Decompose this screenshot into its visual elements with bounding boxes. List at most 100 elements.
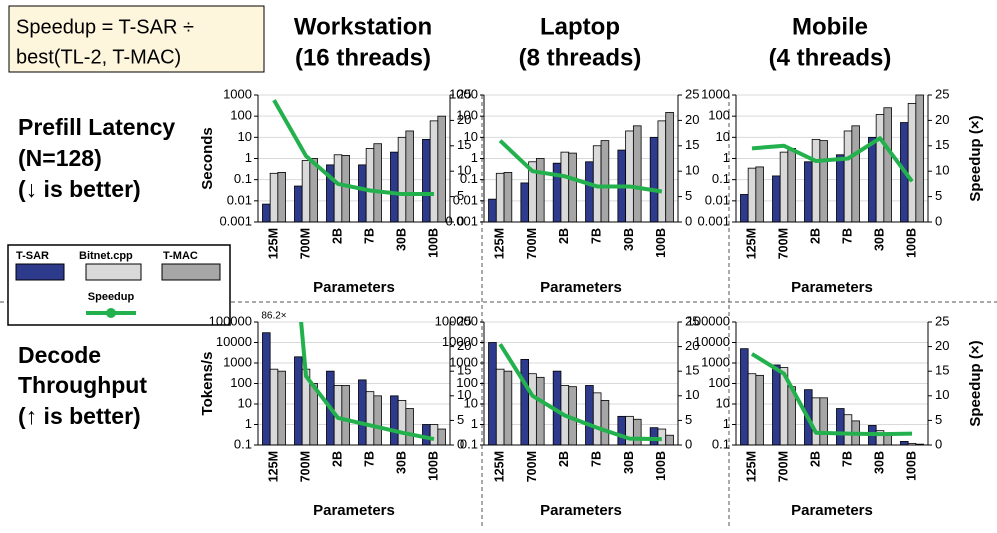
chart: Laptop(8 threads)0.0010.010.111010010000…	[445, 13, 699, 296]
legend-dot	[106, 308, 116, 318]
y-tick-label: 1000	[449, 354, 478, 369]
y2-tick-label: 20	[685, 112, 699, 127]
x-tick-label: 100B	[904, 451, 918, 481]
y2-tick-label: 15	[685, 363, 699, 378]
y2-tick-label: 15	[935, 137, 949, 152]
y-tick-label: 0.01	[705, 192, 730, 207]
y-tick-label: 1000	[449, 86, 478, 101]
bar	[422, 424, 431, 446]
y-axis-label: Seconds	[199, 127, 216, 190]
bar	[665, 112, 674, 223]
y2-tick-label: 25	[935, 86, 949, 101]
y2-tick-label: 5	[935, 188, 942, 203]
y-tick-label: 100	[230, 108, 252, 123]
speedup-line	[498, 139, 663, 194]
y2-tick-label: 20	[685, 338, 699, 353]
y-tick-label: 0.1	[712, 171, 730, 186]
y-tick-label: 100000	[687, 313, 730, 328]
bar	[875, 114, 885, 223]
y-tick-label: 1	[245, 416, 252, 431]
bar	[632, 125, 642, 223]
x-tick-label: 700M	[298, 228, 312, 259]
y2-tick-label: 5	[457, 188, 464, 203]
x-tick-label: 7B	[840, 451, 854, 467]
bar	[365, 148, 375, 223]
x-tick-label: 100B	[654, 228, 668, 258]
bar	[747, 167, 757, 223]
speedup-line	[498, 343, 662, 442]
bar	[397, 399, 407, 446]
bar	[600, 399, 610, 446]
y2-tick-label: 25	[457, 313, 471, 328]
y2-tick-label: 10	[685, 387, 699, 402]
y2-tick-label: 25	[685, 86, 699, 101]
bar	[836, 154, 845, 223]
bar	[390, 151, 399, 223]
y-tick-label: 10	[238, 395, 252, 410]
y-tick-label: 1000	[223, 354, 252, 369]
y2-tick-label: 5	[685, 412, 692, 427]
y-tick-label: 100	[708, 375, 730, 390]
y2-tick-label: 20	[935, 112, 949, 127]
x-tick-label: 7B	[362, 228, 376, 244]
bar	[365, 391, 375, 446]
y-tick-label: 0.01	[227, 192, 252, 207]
speedup-line	[750, 352, 913, 437]
y-tick-label: 1	[471, 416, 478, 431]
x-tick-label: 100B	[904, 228, 918, 258]
bar	[373, 395, 382, 446]
bar	[488, 342, 497, 446]
bar	[488, 198, 497, 223]
x-axis-label: Parameters	[791, 279, 873, 296]
bar	[617, 415, 627, 446]
legend-label: T-SAR	[16, 250, 49, 262]
bar	[625, 130, 634, 223]
bar	[358, 379, 367, 446]
y-tick-label: 1	[471, 150, 478, 165]
x-tick-label: 125M	[266, 228, 280, 259]
row-label: (↑ is better)	[18, 403, 141, 429]
y2-tick-label: 10	[457, 163, 471, 178]
y2-axis-label: Speedup (×)	[967, 340, 984, 426]
bar	[520, 182, 530, 223]
bar	[772, 364, 781, 446]
x-tick-label: 7B	[840, 228, 854, 244]
bar	[535, 158, 545, 223]
legend-label: T-MAC	[163, 250, 198, 262]
row-label: Prefill Latency	[18, 114, 175, 140]
y-tick-label: 10	[464, 395, 478, 410]
bar	[811, 397, 821, 446]
bar	[779, 151, 789, 223]
bar	[740, 194, 749, 223]
bar	[429, 424, 439, 446]
x-tick-label: 100B	[426, 228, 440, 258]
chart-title: Laptop	[540, 13, 620, 40]
y2-tick-label: 0	[457, 213, 464, 228]
bar	[585, 161, 594, 223]
x-tick-label: 2B	[808, 228, 822, 244]
y2-tick-label: 20	[457, 112, 471, 127]
speedup-line	[751, 136, 914, 183]
bar	[503, 370, 513, 446]
bar	[819, 397, 828, 446]
bar	[883, 107, 892, 223]
y2-axis-label: Speedup (×)	[967, 115, 984, 201]
bar	[843, 414, 853, 446]
legend: T-SAR Bitnet.cpp T-MAC Speedup	[7, 244, 231, 326]
x-tick-label: 125M	[492, 451, 506, 482]
y-tick-label: 0.1	[712, 436, 730, 451]
bar	[755, 374, 764, 446]
bar	[269, 172, 279, 223]
y2-tick-label: 15	[685, 137, 699, 152]
x-tick-label: 7B	[362, 451, 376, 467]
y-tick-label: 10000	[694, 334, 730, 349]
y-tick-label: 0.1	[460, 171, 478, 186]
bar	[358, 164, 367, 223]
x-axis-label: Parameters	[540, 502, 622, 519]
x-axis-label: Parameters	[540, 279, 622, 296]
y2-tick-label: 5	[935, 412, 942, 427]
row-label: Throughput	[18, 372, 147, 398]
bar	[592, 392, 602, 446]
bar	[262, 203, 271, 223]
